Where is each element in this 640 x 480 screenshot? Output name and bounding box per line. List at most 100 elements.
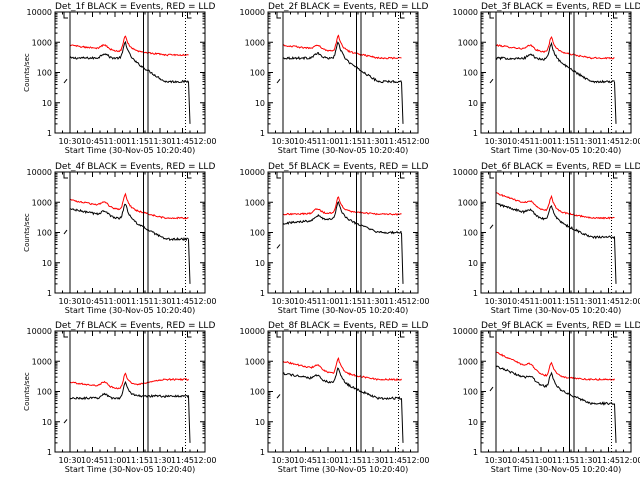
x-tick-label: 11:00 [529,297,552,306]
y-tick-label: 10000 [27,8,52,17]
series-line-events [282,201,402,235]
y-tick-label: 10 [42,418,52,427]
chart-title: Det_1f BLACK = Events, RED = LLD [55,2,215,12]
x-tick-label: 11:30 [148,297,171,306]
bracket-marker [63,331,68,338]
x-tick-label: 11:45 [171,297,194,306]
bracket-marker [489,172,494,179]
series-line-lld [495,36,615,60]
bracket-marker [276,172,281,179]
x-tick-label: 11:30 [574,297,597,306]
series-line-drop [188,396,191,443]
y-tick-label: 1 [47,129,52,138]
x-tick-label: 11:45 [384,137,407,146]
x-axis-label: Start Time (30-Nov-05 10:20:40) [491,465,621,474]
x-tick-label: 10:30 [484,456,507,465]
y-axis-label: Counts/sec [23,372,31,411]
chart-panel: Det_3f BLACK = Events, RED = LLD 1 10 100 10… [453,2,640,155]
series-line-events [69,40,189,84]
x-tick-label: 10:30 [271,456,294,465]
x-tick-label: 11:00 [103,456,126,465]
series-line-pre [489,78,494,84]
plot-frame [480,330,632,453]
y-tick-label: 10000 [240,327,265,336]
y-tick-label: 1000 [458,38,478,47]
y-tick-label: 10 [468,259,478,268]
y-tick-label: 1 [473,129,478,138]
chart-panel: Det_4f BLACK = Events, RED = LLD 1 10 100 10… [23,162,217,315]
series-group [63,192,191,284]
x-tick-label: 11:30 [361,137,384,146]
y-tick-label: 1 [260,448,265,457]
x-axis-label: Start Time (30-Nov-05 10:20:40) [65,465,195,474]
series-group [63,35,191,124]
x-tick-label: 11:15 [552,137,575,146]
y-tick-label: 10 [42,99,52,108]
series-line-events [69,203,189,242]
x-tick-label: 10:45 [507,456,530,465]
y-tick-label: 1000 [245,357,265,366]
x-tick-label: 11:15 [126,297,149,306]
bracket-marker [276,12,281,19]
y-tick-label: 100 [250,388,265,397]
bracket-marker [400,331,405,338]
chart-title: Det_8f BLACK = Events, RED = LLD [268,321,428,331]
plot-frame [54,11,206,134]
x-tick-label: 11:30 [574,456,597,465]
x-tick-label: 12:00 [193,137,216,146]
series-line-drop [188,81,191,124]
series-line-pre [276,394,281,399]
y-tick-label: 1000 [32,198,52,207]
plot-frame [480,11,632,134]
x-axis-label: Start Time (30-Nov-05 10:20:40) [65,146,195,155]
series-line-events [495,365,615,406]
series-line-drop [188,239,191,284]
series-line-events [282,41,402,84]
y-tick-label: 1000 [458,357,478,366]
y-axis-label: Counts/sec [23,53,31,92]
x-tick-label: 10:30 [484,297,507,306]
x-axis-label: Start Time (30-Nov-05 10:20:40) [491,146,621,155]
x-tick-label: 10:45 [81,297,104,306]
y-axis-label: Counts/sec [23,213,31,252]
x-axis-label: Start Time (30-Nov-05 10:20:40) [278,306,408,315]
x-tick-label: 11:00 [103,137,126,146]
y-tick-label: 1 [473,289,478,298]
x-tick-label: 11:30 [574,137,597,146]
y-tick-label: 10 [42,259,52,268]
chart-title: Det_4f BLACK = Events, RED = LLD [55,162,215,172]
series-group [489,192,617,284]
bracket-marker [400,172,405,179]
y-tick-label: 1 [260,289,265,298]
x-tick-label: 10:45 [81,137,104,146]
x-tick-label: 11:15 [339,137,362,146]
y-tick-label: 10000 [240,168,265,177]
x-tick-label: 11:45 [171,137,194,146]
plot-frame [480,171,632,294]
x-tick-label: 12:00 [619,456,640,465]
series-line-drop [401,81,404,124]
series-line-lld [282,34,402,60]
x-tick-label: 11:15 [339,297,362,306]
x-tick-label: 11:00 [103,297,126,306]
chart-panel: Det_7f BLACK = Events, RED = LLD 1 10 100 10… [23,321,217,474]
y-tick-label: 10000 [453,327,478,336]
y-tick-label: 1 [260,129,265,138]
bracket-marker [489,331,494,338]
x-tick-label: 11:30 [361,297,384,306]
y-tick-label: 100 [463,229,478,238]
y-tick-label: 10000 [27,168,52,177]
x-tick-label: 11:45 [597,137,620,146]
series-group [489,351,617,443]
x-tick-label: 10:30 [58,456,81,465]
chart-panel: Det_9f BLACK = Events, RED = LLD 1 10 100 10… [453,321,640,474]
x-tick-label: 11:00 [316,137,339,146]
x-tick-label: 11:45 [597,456,620,465]
series-line-events [69,380,189,401]
y-tick-label: 10 [255,259,265,268]
bracket-marker [63,172,68,179]
chart-title: Det_7f BLACK = Events, RED = LLD [55,321,215,331]
series-line-pre [276,78,281,84]
series-line-lld [69,372,189,390]
y-tick-label: 10 [468,418,478,427]
